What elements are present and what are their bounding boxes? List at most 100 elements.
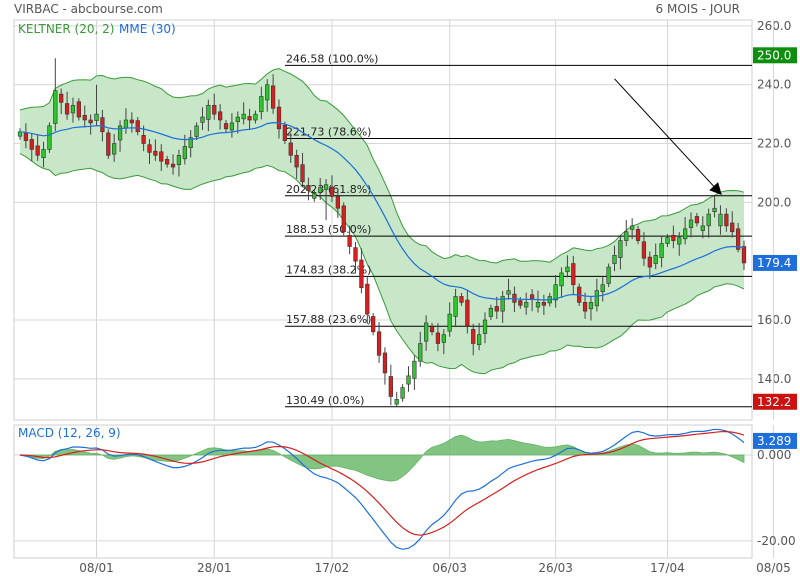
- candle-body: [270, 85, 276, 109]
- x-tick-label: 28/01: [197, 561, 232, 575]
- candle-body: [335, 196, 340, 209]
- candle-body: [282, 124, 288, 141]
- candle-body: [306, 184, 311, 191]
- candle-body: [488, 307, 494, 317]
- candle-body: [429, 326, 435, 333]
- fib-label: 174.83 (38.2%): [286, 263, 372, 276]
- macd-grid: 08/0128/0117/0206/0326/0317/0408/0528/05…: [13, 424, 796, 575]
- keltner-band-fill: [20, 68, 744, 374]
- candle-body: [129, 119, 134, 124]
- legend-mme: MME (30): [119, 22, 176, 36]
- keltner-band: [19, 67, 745, 375]
- x-tick-label: 17/02: [315, 561, 350, 575]
- candle-body: [165, 159, 170, 165]
- candle-body: [694, 216, 700, 224]
- candle-body: [735, 228, 741, 250]
- candle-body: [706, 213, 711, 227]
- candle-body: [594, 290, 599, 307]
- candle-body: [41, 149, 46, 158]
- candle-body: [223, 123, 229, 130]
- macd-line: [19, 428, 745, 550]
- ema-line: [19, 121, 745, 301]
- fib-label: 130.49 (0.0%): [286, 394, 365, 407]
- candle-body: [606, 266, 611, 284]
- candle-body: [318, 187, 323, 193]
- candle-body: [424, 322, 429, 342]
- candle-body: [76, 101, 81, 118]
- candle-body: [147, 144, 152, 153]
- candle-body: [235, 116, 240, 123]
- candle-body: [253, 113, 258, 121]
- price-tick-label: 140.0: [757, 372, 791, 386]
- candle-body: [376, 331, 382, 356]
- chart-title: VIRBAC - abcbourse.com: [14, 2, 163, 16]
- candle-body: [400, 387, 405, 399]
- candle-body: [23, 132, 29, 141]
- candle-body: [276, 106, 282, 130]
- candle-body: [582, 302, 588, 312]
- candle-body: [665, 237, 670, 244]
- price-badges: 250.0 179.4 132.2 3.289: [753, 47, 797, 449]
- candle-body: [412, 360, 417, 379]
- candle-body: [406, 375, 411, 385]
- candle-body: [677, 237, 682, 245]
- keltner-upper: [19, 67, 745, 264]
- candle-body: [565, 266, 570, 273]
- candle-body: [529, 294, 535, 300]
- candle-body: [647, 256, 652, 268]
- fib-label: 188.53 (50.0%): [286, 223, 372, 236]
- candle-body: [741, 246, 747, 264]
- candle-body: [259, 96, 264, 113]
- candle-body: [653, 254, 658, 264]
- price-tick-label: 160.0: [757, 313, 791, 327]
- candle-body: [123, 119, 129, 129]
- candle-body: [447, 313, 452, 332]
- macd-badge: [753, 432, 797, 449]
- candle-body: [323, 184, 329, 190]
- candle-body: [618, 240, 623, 258]
- x-tick-label: 06/03: [432, 561, 467, 575]
- price-badge-label: 179.4: [757, 256, 791, 270]
- candle-body: [588, 302, 594, 310]
- candle-body: [300, 164, 305, 183]
- x-tick-label: 17/04: [650, 561, 685, 575]
- candle-body: [153, 150, 158, 156]
- x-tick-label: 08/05: [756, 561, 791, 575]
- candle-body: [476, 334, 482, 346]
- candle-body: [29, 139, 34, 150]
- macd-tick-label: -20.00: [757, 534, 796, 548]
- candle-body: [671, 234, 676, 241]
- signal-line: [19, 430, 745, 536]
- price-tick-label: 220.0: [757, 137, 791, 151]
- candle-body: [371, 316, 376, 333]
- macd-plot: [19, 428, 745, 550]
- candle-body: [247, 116, 252, 121]
- candle-body: [382, 352, 388, 374]
- candle-body: [35, 145, 40, 156]
- candle-body: [553, 284, 558, 301]
- candle-body: [188, 137, 193, 148]
- candle-body: [559, 272, 564, 287]
- candle-body: [453, 296, 458, 317]
- candle-body: [465, 299, 470, 327]
- candle-body: [700, 225, 705, 231]
- candle-body: [194, 125, 199, 137]
- candle-body: [200, 116, 205, 123]
- candle-body: [730, 222, 735, 233]
- candle-body: [265, 84, 270, 101]
- candle-body: [288, 142, 293, 156]
- candle-body: [365, 283, 370, 315]
- candle-body: [100, 117, 105, 133]
- candle-body: [418, 343, 423, 362]
- candle-body: [524, 302, 529, 308]
- candle-body: [630, 225, 635, 230]
- mme-30-line: [19, 121, 745, 301]
- price-badge: [753, 47, 797, 64]
- candle-body: [600, 284, 605, 293]
- fib-label: 221.73 (78.6%): [286, 125, 372, 138]
- candle-body: [112, 143, 117, 155]
- price-badge: [753, 393, 797, 410]
- price-badge-label: 250.0: [757, 48, 791, 62]
- candle-body: [88, 119, 93, 124]
